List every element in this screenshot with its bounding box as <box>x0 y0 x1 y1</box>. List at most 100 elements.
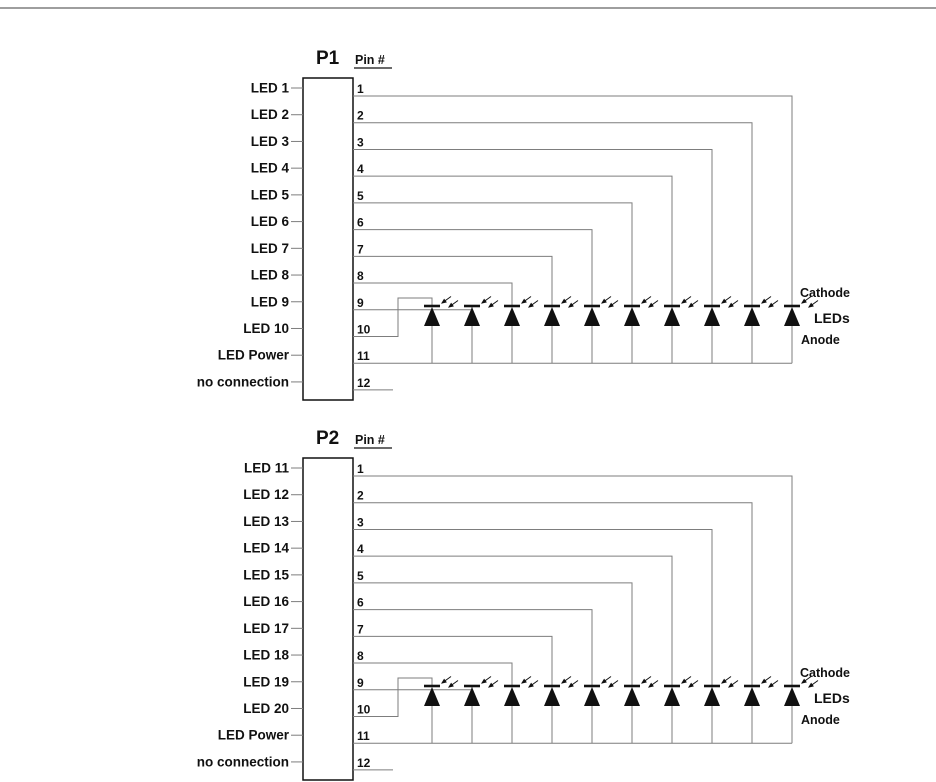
pin-number: 2 <box>357 489 364 503</box>
led-light-arrow-head <box>561 678 567 684</box>
connector-body <box>302 457 354 781</box>
cathode-wire <box>353 229 593 306</box>
led-light-arrow-head <box>648 302 654 308</box>
cathode-label: Cathode <box>800 286 850 300</box>
led-triangle <box>624 687 640 706</box>
cathode-wire <box>353 475 793 686</box>
led-light-arrow-head <box>801 298 807 304</box>
led-light-arrow-head <box>721 298 727 304</box>
led-triangle <box>744 687 760 706</box>
led-triangle <box>704 687 720 706</box>
pin-number: 4 <box>357 542 364 556</box>
cathode-wire <box>353 635 553 686</box>
led-triangle <box>704 307 720 326</box>
anode-label: Anode <box>801 333 840 347</box>
led-light-arrow-head <box>801 678 807 684</box>
pin-number: 8 <box>357 269 364 283</box>
cathode-wire <box>353 662 513 686</box>
cathode-wire <box>353 122 753 306</box>
led-triangle <box>424 307 440 326</box>
pin-number: 5 <box>357 189 364 203</box>
pin-function-label: LED 6 <box>251 214 290 229</box>
pin-number: 6 <box>357 596 364 610</box>
led-light-arrow-head <box>648 682 654 688</box>
pin-number: 7 <box>357 622 364 636</box>
cathode-wire <box>353 95 793 306</box>
cathode-wire <box>353 502 753 686</box>
pin-function-label: LED 9 <box>251 294 289 309</box>
cathode-wire <box>353 686 473 691</box>
led-triangle <box>624 307 640 326</box>
cathode-label: Cathode <box>800 666 850 680</box>
pin-function-label: LED 16 <box>243 594 289 609</box>
led-light-arrow-head <box>568 682 574 688</box>
pin-function-label: LED 5 <box>251 187 290 202</box>
pin-number: 12 <box>357 756 371 770</box>
connector-body <box>302 77 354 401</box>
pin-number: 3 <box>357 135 364 149</box>
pin-number: 10 <box>357 702 371 716</box>
pin-function-label: LED 10 <box>243 321 289 336</box>
led-triangle <box>544 307 560 326</box>
pin-number: 9 <box>357 676 364 690</box>
led-light-arrow-head <box>681 298 687 304</box>
pin-function-label: LED 18 <box>243 648 289 663</box>
pin-function-label: LED 12 <box>243 487 289 502</box>
pin-function-label: LED 8 <box>251 268 290 283</box>
led-light-arrow-head <box>528 682 534 688</box>
cathode-wire <box>353 282 513 306</box>
led-light-arrow-head <box>688 302 694 308</box>
pin-function-label: LED Power <box>218 348 290 363</box>
cathode-wire <box>353 306 473 311</box>
led-light-arrow-head <box>608 682 614 688</box>
led-triangle <box>504 307 520 326</box>
led-light-arrow-head <box>761 678 767 684</box>
led-light-arrow-head <box>768 302 774 308</box>
pin-number: 2 <box>357 109 364 123</box>
led-light-arrow-head <box>481 298 487 304</box>
led-light-arrow-head <box>528 302 534 308</box>
led-triangle <box>744 307 760 326</box>
cathode-wire <box>353 528 713 686</box>
led-triangle <box>784 687 800 706</box>
cathode-wire <box>353 609 593 686</box>
cathode-wire <box>353 255 553 306</box>
led-light-arrow-head <box>728 682 734 688</box>
pin-number: 9 <box>357 296 364 310</box>
led-light-arrow-head <box>441 298 447 304</box>
led-light-arrow-head <box>441 678 447 684</box>
cathode-wire <box>353 297 433 337</box>
led-light-arrow-head <box>608 302 614 308</box>
pin-number-header: Pin # <box>355 53 385 67</box>
led-triangle <box>584 687 600 706</box>
pin-function-label: LED 11 <box>244 461 290 476</box>
led-light-arrow-head <box>688 682 694 688</box>
pin-number: 6 <box>357 216 364 230</box>
pin-function-label: no connection <box>197 754 289 769</box>
pin-number: 1 <box>357 462 364 476</box>
led-light-arrow-head <box>808 682 814 688</box>
led-triangle <box>464 307 480 326</box>
led-triangle <box>424 687 440 706</box>
pin-function-label: LED 14 <box>243 541 289 556</box>
pin-number: 12 <box>357 376 371 390</box>
pin-function-label: no connection <box>197 374 289 389</box>
cathode-wire <box>353 555 673 686</box>
pin-function-label: LED Power <box>218 728 290 743</box>
led-triangle <box>664 307 680 326</box>
pin-number: 5 <box>357 569 364 583</box>
connector-title: P2 <box>316 428 339 449</box>
led-light-arrow-head <box>481 678 487 684</box>
led-light-arrow-head <box>601 678 607 684</box>
pin-function-label: LED 3 <box>251 134 290 149</box>
leds-label: LEDs <box>814 310 850 326</box>
leds-label: LEDs <box>814 690 850 706</box>
led-triangle <box>784 307 800 326</box>
led-light-arrow-head <box>521 298 527 304</box>
led-light-arrow-head <box>721 678 727 684</box>
pin-number: 10 <box>357 322 371 336</box>
cathode-wire <box>353 175 673 306</box>
led-light-arrow-head <box>448 302 454 308</box>
led-light-arrow-head <box>561 298 567 304</box>
